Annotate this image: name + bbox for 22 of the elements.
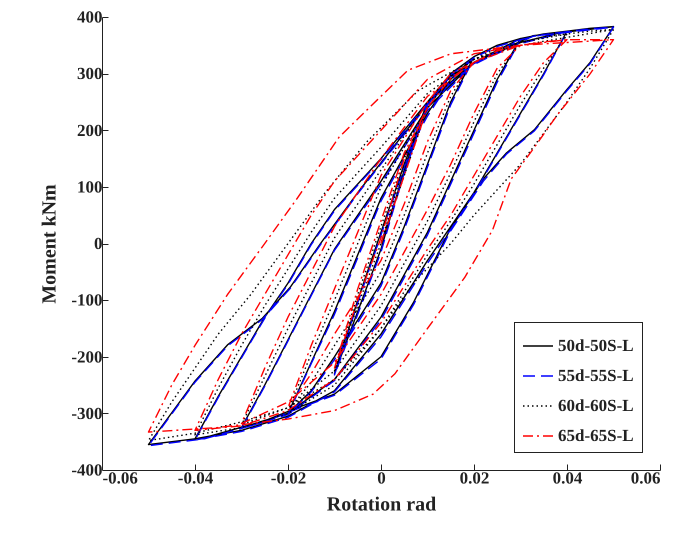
- y-tick-label: 400: [77, 8, 102, 26]
- x-tick-label: 0.06: [630, 468, 660, 488]
- x-tick-label: 0.04: [552, 468, 583, 488]
- x-tick-label: 0.02: [460, 468, 490, 488]
- y-tick-label: -200: [71, 347, 102, 366]
- x-tick-label: -0.06: [102, 468, 138, 488]
- x-tick-label: -0.02: [270, 468, 306, 488]
- legend-label: 50d-50S-L: [558, 336, 634, 355]
- y-tick-label: 300: [77, 64, 102, 84]
- legend-label: 55d-55S-L: [558, 366, 634, 385]
- y-tick-label: -300: [71, 404, 102, 423]
- y-tick-label: -100: [71, 290, 102, 310]
- y-axis-title: Moment kNm: [38, 184, 60, 304]
- legend-label: 60d-60S-L: [558, 396, 634, 415]
- y-tick-label: 200: [77, 120, 102, 140]
- y-tick-label: -400: [71, 460, 102, 480]
- x-tick-label: 0: [377, 468, 386, 488]
- x-tick-label: -0.04: [178, 468, 214, 488]
- y-tick-label: 100: [77, 177, 102, 196]
- y-tick-label: 0: [94, 234, 102, 253]
- legend-label: 65d-65S-L: [558, 426, 634, 445]
- x-axis-title: Rotation rad: [326, 494, 436, 516]
